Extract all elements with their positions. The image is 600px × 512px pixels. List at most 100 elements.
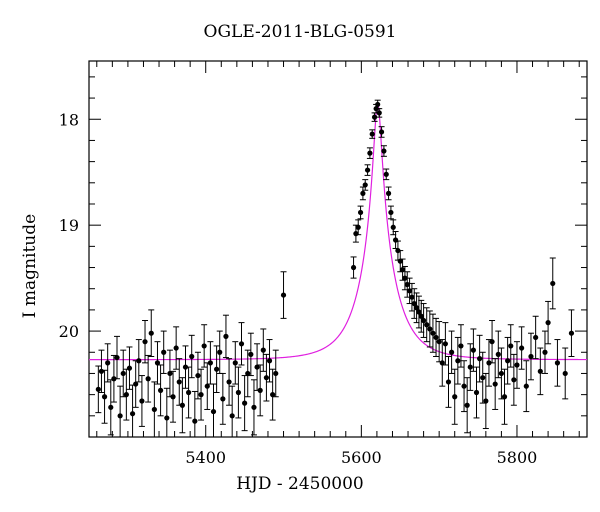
data-point (176, 379, 182, 385)
data-point (523, 383, 529, 389)
data-point (418, 313, 424, 319)
data-point (161, 349, 167, 355)
data-point (126, 365, 133, 371)
data-point (220, 396, 226, 402)
data-point (514, 362, 520, 368)
data-point (388, 209, 394, 216)
data-point (375, 101, 381, 108)
data-point (508, 343, 514, 349)
data-point (232, 360, 238, 366)
data-point (248, 351, 254, 357)
data-point (545, 320, 551, 326)
data-point (111, 376, 117, 382)
data-point (105, 360, 111, 366)
data-point (167, 370, 173, 377)
y-tick-label: 20 (59, 322, 79, 341)
data-point (223, 333, 229, 339)
data-point (182, 364, 189, 370)
data-point (445, 379, 452, 385)
data-point (136, 358, 142, 364)
data-point (195, 372, 201, 379)
data-point (129, 411, 136, 417)
data-point (486, 360, 492, 366)
data-point (492, 381, 498, 387)
data-point (568, 330, 575, 336)
data-point (238, 341, 245, 347)
data-point (458, 343, 464, 349)
data-point (357, 209, 364, 216)
data-point (439, 360, 445, 366)
data-point (483, 398, 489, 404)
data-point (442, 341, 448, 347)
chart-title: OGLE-2011-BLG-0591 (203, 22, 397, 42)
data-point (108, 404, 114, 410)
data-point (533, 334, 539, 341)
x-tick-label: 5400 (185, 448, 226, 467)
data-point (360, 190, 366, 196)
data-point (114, 354, 120, 361)
data-point (464, 402, 470, 408)
data-point (511, 377, 517, 383)
data-point (455, 358, 461, 364)
data-point (154, 360, 161, 366)
data-point (164, 415, 170, 421)
data-point (350, 264, 357, 271)
data-point (495, 351, 501, 357)
data-point (270, 392, 276, 398)
data-point (263, 375, 270, 381)
data-point (214, 366, 220, 372)
data-point (505, 358, 511, 364)
data-point (117, 413, 123, 419)
data-point (392, 237, 399, 243)
data-point (378, 129, 385, 135)
data-point (427, 326, 433, 332)
data-point (260, 347, 266, 353)
plot-frame (88, 60, 588, 438)
data-point (204, 383, 210, 389)
data-point (433, 334, 439, 341)
x-tick-label: 5600 (341, 448, 382, 467)
data-point (254, 364, 260, 370)
data-point (95, 386, 101, 392)
data-point (367, 150, 373, 156)
data-point (217, 349, 223, 355)
data-point (461, 383, 467, 389)
data-point (436, 339, 442, 345)
y-axis-label: I magnitude (20, 213, 40, 319)
data-point (477, 356, 483, 362)
data-point (151, 406, 157, 413)
data-point (210, 408, 217, 415)
data-point (404, 281, 410, 288)
data-point (390, 224, 396, 230)
data-point (242, 400, 248, 406)
data-point (266, 358, 273, 364)
data-point (501, 394, 508, 400)
data-point (192, 418, 198, 424)
model-curve (89, 101, 587, 361)
data-point (371, 114, 378, 120)
data-point (189, 353, 195, 360)
data-point (157, 387, 164, 393)
data-point (381, 148, 387, 154)
data-point (229, 413, 235, 419)
data-point (251, 404, 257, 410)
data-point (562, 370, 568, 377)
data-point (353, 231, 359, 237)
data-point (257, 387, 263, 393)
data-point (133, 381, 139, 387)
data-point (498, 370, 505, 377)
data-point (198, 392, 204, 398)
data-point (542, 349, 548, 355)
data-point (235, 389, 241, 396)
data-point (186, 389, 192, 396)
data-point (207, 360, 213, 366)
data-point (179, 402, 185, 408)
data-point (273, 370, 279, 377)
data-point (470, 347, 476, 353)
data-point (142, 339, 148, 345)
data-point (473, 389, 480, 396)
data-point (430, 330, 436, 336)
data-point (383, 171, 389, 177)
data-point (201, 343, 207, 349)
data-point (416, 309, 422, 315)
